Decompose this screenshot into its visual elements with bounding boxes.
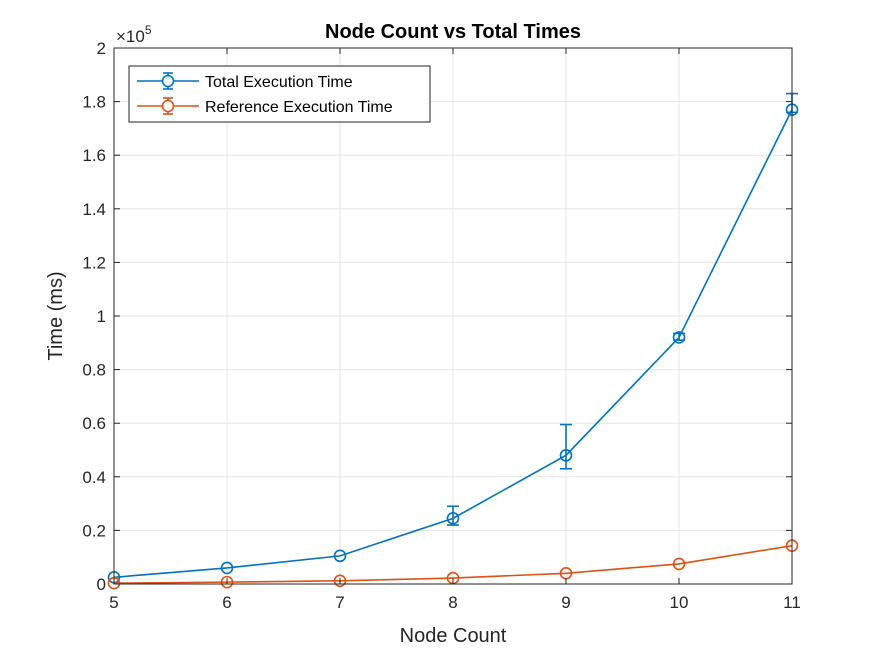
y-tick-label: 1.2 bbox=[82, 253, 106, 272]
y-tick-label: 1.4 bbox=[82, 200, 106, 219]
y-tick-label: 0.8 bbox=[82, 361, 106, 380]
y-exponent-label: ×105 bbox=[116, 23, 152, 46]
ticks bbox=[113, 47, 793, 585]
legend-marker bbox=[161, 74, 175, 88]
y-tick-label: 1.6 bbox=[82, 146, 106, 165]
x-tick-label: 7 bbox=[335, 593, 344, 612]
data-point bbox=[333, 549, 347, 563]
legend-entry-1: Total Execution Time bbox=[137, 72, 353, 91]
data-point bbox=[220, 561, 234, 575]
x-axis-label: Node Count bbox=[400, 625, 507, 647]
legend-label: Reference Execution Time bbox=[205, 99, 393, 116]
x-tick-label: 11 bbox=[783, 593, 801, 612]
legend-entry-2: Reference Execution Time bbox=[137, 97, 393, 116]
y-tick-label: 1.8 bbox=[82, 93, 106, 112]
legend-label: Total Execution Time bbox=[205, 74, 353, 91]
y-exponent-power: 5 bbox=[145, 23, 152, 37]
data-point bbox=[220, 575, 234, 589]
y-tick-labels: 0 0.2 0.4 0.6 0.8 1 1.2 1.4 1.6 1.8 2 bbox=[82, 39, 106, 594]
data-point bbox=[672, 331, 686, 344]
data-point bbox=[446, 512, 460, 525]
data-point bbox=[672, 557, 686, 571]
x-tick-label: 6 bbox=[222, 593, 231, 612]
x-tick-label: 8 bbox=[448, 593, 457, 612]
x-tick-labels: 5 6 7 8 9 10 11 bbox=[109, 593, 801, 612]
legend-marker bbox=[161, 99, 175, 113]
chart-title: Node Count vs Total Times bbox=[325, 21, 581, 43]
y-tick-label: 1 bbox=[97, 307, 106, 326]
series-1 bbox=[107, 92, 799, 584]
x-tick-label: 5 bbox=[109, 593, 118, 612]
x-tick-label: 9 bbox=[561, 593, 570, 612]
y-exponent-base: ×10 bbox=[116, 27, 145, 46]
y-tick-label: 0 bbox=[97, 575, 106, 594]
y-tick-label: 0.2 bbox=[82, 521, 106, 540]
y-tick-label: 0.6 bbox=[82, 414, 106, 433]
y-tick-label: 0.4 bbox=[82, 468, 106, 487]
data-point bbox=[333, 574, 347, 588]
y-axis-label: Time (ms) bbox=[45, 271, 67, 360]
y-tick-label: 2 bbox=[97, 39, 106, 58]
legend: Total Execution Time Reference Execution … bbox=[128, 65, 431, 123]
legend-box bbox=[128, 65, 431, 123]
data-point bbox=[559, 449, 573, 462]
error-bar bbox=[447, 505, 459, 526]
x-tick-label: 10 bbox=[670, 593, 689, 612]
